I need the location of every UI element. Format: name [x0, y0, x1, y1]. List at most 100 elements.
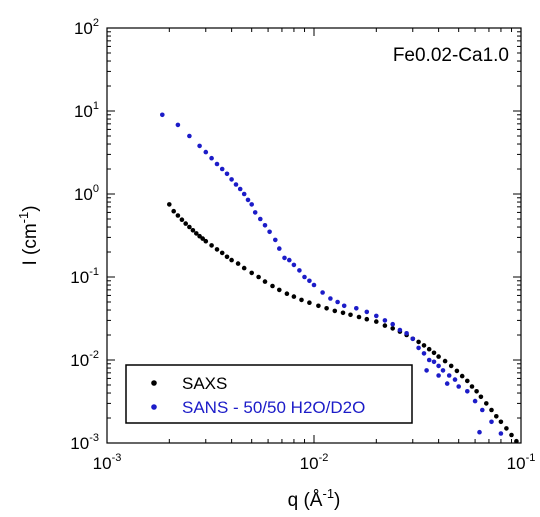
- data-point: [456, 384, 462, 389]
- data-point: [183, 221, 188, 226]
- data-point: [291, 294, 297, 299]
- data-point: [197, 143, 202, 149]
- data-point: [224, 254, 230, 260]
- data-point: [203, 149, 209, 155]
- data-point: [436, 363, 441, 369]
- data-point: [364, 309, 370, 315]
- series-sans: [160, 112, 504, 436]
- data-point: [235, 261, 241, 266]
- data-point: [299, 297, 304, 303]
- x-tick-label: 10-3: [93, 452, 122, 473]
- data-point: [382, 323, 388, 328]
- y-tick-label: 100: [74, 183, 99, 204]
- data-point: [431, 350, 437, 356]
- y-tick-label: 10-1: [70, 266, 99, 287]
- data-point: [171, 208, 176, 214]
- data-point: [267, 229, 272, 235]
- data-point: [219, 166, 225, 172]
- y-tick-label: 102: [74, 17, 99, 38]
- data-point: [209, 155, 214, 161]
- data-point: [291, 262, 297, 268]
- data-point: [472, 398, 478, 404]
- data-point: [448, 363, 454, 369]
- data-point: [424, 368, 429, 373]
- data-point: [200, 236, 205, 241]
- data-point: [324, 306, 329, 311]
- data-point: [436, 354, 441, 359]
- data-point: [480, 407, 485, 413]
- data-point: [436, 373, 441, 378]
- data-point: [454, 368, 460, 374]
- data-point: [252, 210, 258, 215]
- data-point: [273, 237, 278, 243]
- data-point: [489, 407, 494, 413]
- data-point: [249, 202, 254, 207]
- sample-annotation: Fe0.02-Ca1.0: [393, 45, 509, 66]
- data-point: [316, 303, 321, 309]
- data-point: [311, 282, 317, 288]
- data-point: [175, 122, 181, 128]
- data-point: [229, 177, 234, 182]
- data-point: [442, 358, 448, 364]
- data-point: [282, 255, 287, 261]
- data-point: [241, 191, 247, 197]
- data-point: [262, 279, 268, 284]
- data-point: [484, 401, 489, 406]
- data-point: [187, 133, 192, 139]
- data-point: [469, 384, 475, 389]
- data-point: [287, 257, 292, 263]
- data-point: [284, 291, 290, 297]
- data-point: [256, 274, 261, 280]
- data-point: [474, 389, 479, 394]
- data-point: [498, 419, 504, 425]
- y-axis-label: I (cm-1): [16, 205, 41, 265]
- data-point: [382, 318, 388, 323]
- data-point: [340, 310, 346, 316]
- data-point: [416, 345, 421, 351]
- data-point: [426, 357, 432, 363]
- data-point: [477, 429, 482, 435]
- data-point: [175, 213, 181, 218]
- data-point: [431, 359, 437, 365]
- data-point: [277, 246, 282, 251]
- data-point: [410, 336, 416, 342]
- data-point: [167, 202, 172, 207]
- data-point: [335, 299, 340, 305]
- data-point: [341, 303, 347, 309]
- data-point: [332, 308, 338, 314]
- data-point: [219, 250, 225, 256]
- data-point: [277, 287, 282, 293]
- data-point: [397, 327, 403, 333]
- data-point: [416, 339, 421, 345]
- data-point: [390, 326, 396, 331]
- data-point: [258, 216, 263, 222]
- data-point: [444, 381, 450, 386]
- y-tick-label: 10-3: [70, 432, 99, 453]
- data-point: [452, 377, 458, 382]
- legend-marker: [151, 380, 157, 386]
- data-point: [262, 223, 268, 228]
- data-point: [307, 278, 312, 284]
- data-point: [390, 321, 396, 327]
- y-tick-label: 10-2: [70, 349, 99, 370]
- data-point: [307, 300, 312, 306]
- data-point: [348, 312, 353, 318]
- legend: [125, 364, 413, 424]
- data-point: [364, 316, 370, 322]
- data-point: [233, 182, 239, 187]
- x-axis-label: q (Å-1): [288, 486, 341, 511]
- data-point: [320, 290, 325, 295]
- data-point: [494, 414, 499, 419]
- data-point: [404, 331, 409, 336]
- data-point: [465, 389, 470, 394]
- data-point: [440, 368, 446, 373]
- data-point: [229, 257, 234, 263]
- data-point: [514, 438, 519, 444]
- x-tick-label: 10-2: [300, 452, 329, 473]
- data-point: [478, 394, 484, 400]
- data-point: [241, 265, 247, 271]
- data-point: [426, 346, 432, 352]
- data-point: [504, 426, 509, 431]
- legend-label: SAXS: [182, 374, 227, 393]
